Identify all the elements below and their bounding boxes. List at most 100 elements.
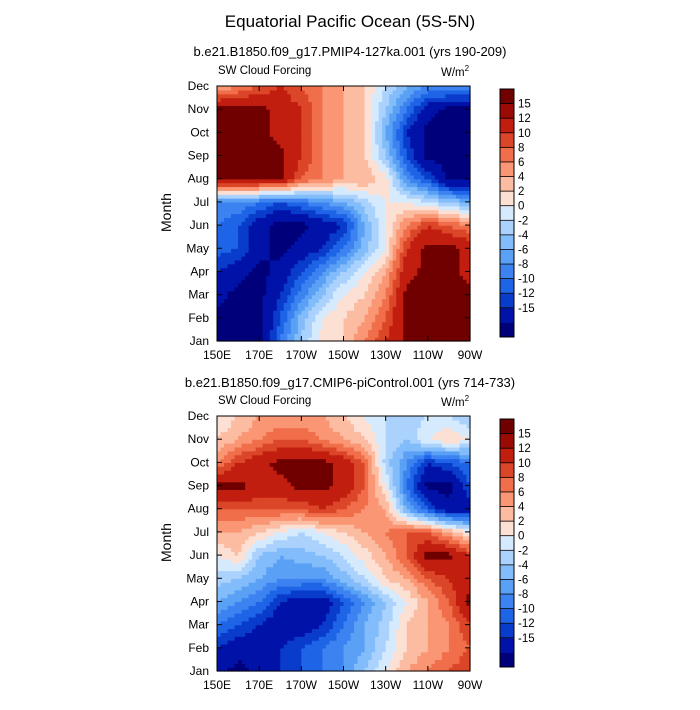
heatmap-cell — [414, 329, 418, 333]
heatmap-cell — [224, 125, 228, 129]
heatmap-cell — [231, 310, 235, 314]
heatmap-cell — [396, 329, 400, 333]
heatmap-cell — [456, 125, 460, 129]
heatmap-cell — [305, 101, 309, 105]
heatmap-cell — [284, 125, 288, 129]
heatmap-cell — [280, 314, 284, 318]
heatmap-cell — [428, 156, 432, 160]
heatmap-cell — [417, 237, 421, 241]
heatmap-cell — [393, 163, 397, 167]
heatmap-cell — [435, 329, 439, 333]
heatmap-cell — [249, 264, 253, 268]
heatmap-cell — [224, 326, 228, 330]
heatmap-cell — [379, 140, 383, 144]
heatmap-cell — [259, 241, 263, 245]
heatmap-cell — [336, 90, 340, 94]
heatmap-cell — [333, 310, 337, 314]
heatmap-cell — [428, 299, 432, 303]
heatmap-cell — [403, 275, 407, 279]
heatmap-cell — [312, 140, 316, 144]
heatmap-cell — [361, 148, 365, 152]
heatmap-cell — [301, 252, 305, 256]
heatmap-cell — [414, 299, 418, 303]
heatmap-cell — [231, 198, 235, 202]
heatmap-cell — [319, 129, 323, 133]
heatmap-cell — [386, 163, 390, 167]
heatmap-cell — [333, 183, 337, 187]
heatmap-cell — [249, 310, 253, 314]
heatmap-cell — [375, 86, 379, 90]
heatmap-cell — [344, 221, 348, 225]
heatmap-cell — [351, 233, 355, 237]
heatmap-cell — [245, 229, 249, 233]
heatmap-cell — [351, 86, 355, 90]
heatmap-cell — [273, 109, 277, 113]
heatmap-cell — [340, 152, 344, 156]
heatmap-cell — [372, 310, 376, 314]
heatmap-cell — [291, 175, 295, 179]
heatmap-cell — [284, 198, 288, 202]
heatmap-cell — [386, 183, 390, 187]
heatmap-cell — [273, 206, 277, 210]
heatmap-cell — [445, 299, 449, 303]
heatmap-cell — [431, 175, 435, 179]
heatmap-cell — [400, 333, 404, 337]
heatmap-cell — [245, 291, 249, 295]
heatmap-cell — [396, 233, 400, 237]
heatmap-cell — [273, 171, 277, 175]
heatmap-cell — [319, 198, 323, 202]
heatmap-cell — [435, 175, 439, 179]
heatmap-cell — [414, 113, 418, 117]
heatmap-cell — [252, 183, 256, 187]
heatmap-cell — [263, 264, 267, 268]
heatmap-cell — [358, 105, 362, 109]
heatmap-cell — [329, 94, 333, 98]
heatmap-cell — [291, 144, 295, 148]
heatmap-cell — [449, 217, 453, 221]
heatmap-cell — [221, 287, 225, 291]
heatmap-cell — [228, 163, 232, 167]
colorbar-label: 12 — [518, 113, 531, 125]
heatmap-cell — [217, 140, 221, 144]
heatmap-cell — [242, 663, 246, 667]
heatmap-cell — [351, 159, 355, 163]
heatmap-cell — [442, 105, 446, 109]
heatmap-cell — [442, 129, 446, 133]
heatmap-cell — [379, 252, 383, 256]
heatmap-cell — [375, 109, 379, 113]
heatmap-cell — [400, 152, 404, 156]
heatmap-cell — [393, 148, 397, 152]
heatmap-cell — [452, 329, 456, 333]
heatmap-cell — [284, 167, 288, 171]
heatmap-cell — [449, 283, 453, 287]
heatmap-cell — [372, 314, 376, 318]
heatmap-cell — [445, 318, 449, 322]
heatmap-cell — [365, 129, 369, 133]
heatmap-cell — [308, 663, 312, 667]
heatmap-cell — [245, 132, 249, 136]
heatmap-cell — [351, 217, 355, 221]
heatmap-cell — [417, 318, 421, 322]
heatmap-cell — [368, 109, 372, 113]
heatmap-cell — [336, 190, 340, 194]
heatmap-cell — [294, 183, 298, 187]
heatmap-cell — [354, 283, 358, 287]
heatmap-cell — [273, 167, 277, 171]
heatmap-cell — [249, 275, 253, 279]
heatmap-cell — [228, 121, 232, 125]
heatmap-cell — [351, 140, 355, 144]
heatmap-cell — [231, 98, 235, 102]
heatmap-cell — [445, 229, 449, 233]
heatmap-cell — [224, 86, 228, 90]
heatmap-cell — [277, 241, 281, 245]
heatmap-cell — [393, 105, 397, 109]
heatmap-cell — [277, 268, 281, 272]
heatmap-cell — [396, 268, 400, 272]
heatmap-cell — [351, 275, 355, 279]
heatmap-cell — [336, 291, 340, 295]
heatmap-cell — [298, 171, 302, 175]
heatmap-cell — [361, 113, 365, 117]
heatmap-cell — [256, 198, 260, 202]
heatmap-cell — [263, 148, 267, 152]
heatmap-cell — [224, 156, 228, 160]
